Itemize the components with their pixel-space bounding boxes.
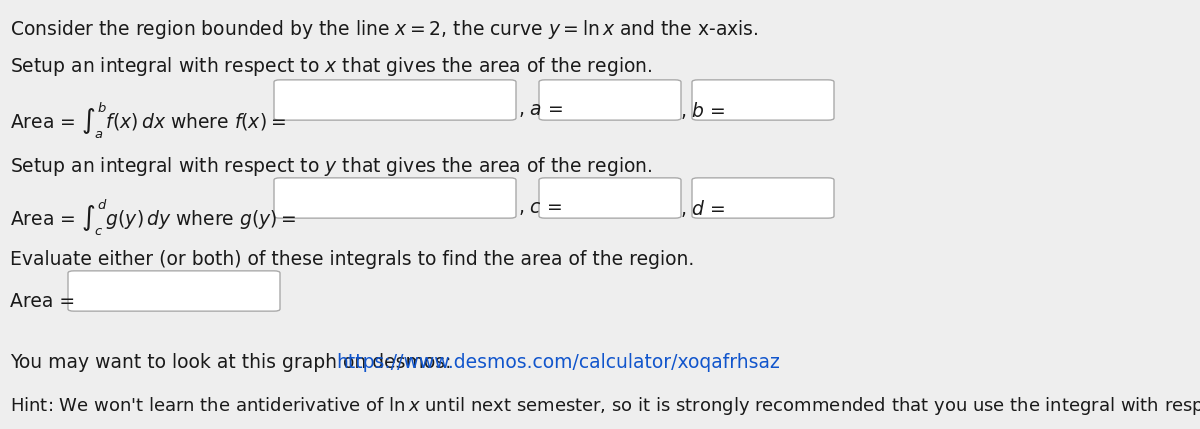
Text: Setup an integral with respect to $y$ that gives the area of the region.: Setup an integral with respect to $y$ th… bbox=[10, 155, 653, 178]
Text: , $c$ =: , $c$ = bbox=[518, 198, 562, 217]
Text: Area = $\int_a^b f(x)\, dx$ where $f(x)=$: Area = $\int_a^b f(x)\, dx$ where $f(x)=… bbox=[10, 100, 286, 141]
Text: You may want to look at this graph on desmos:: You may want to look at this graph on de… bbox=[10, 353, 457, 372]
Text: Evaluate either (or both) of these integrals to find the area of the region.: Evaluate either (or both) of these integ… bbox=[10, 250, 695, 269]
Text: https://www.desmos.com/calculator/xoqafrhsaz: https://www.desmos.com/calculator/xoqafr… bbox=[336, 353, 780, 372]
Text: Hint: We won't learn the antiderivative of $\ln x$ until next semester, so it is: Hint: We won't learn the antiderivative … bbox=[10, 395, 1200, 417]
Text: , $d$ =: , $d$ = bbox=[680, 198, 726, 219]
Text: , $a$ =: , $a$ = bbox=[518, 100, 563, 119]
Text: , $b$ =: , $b$ = bbox=[680, 100, 726, 121]
Text: Area =: Area = bbox=[10, 292, 76, 311]
Text: Consider the region bounded by the line $x = 2$, the curve $y = \ln x$ and the x: Consider the region bounded by the line … bbox=[10, 18, 758, 41]
Text: Area = $\int_c^d g(y)\, dy$ where $g(y)=$: Area = $\int_c^d g(y)\, dy$ where $g(y)=… bbox=[10, 198, 296, 239]
Text: Setup an integral with respect to $x$ that gives the area of the region.: Setup an integral with respect to $x$ th… bbox=[10, 55, 653, 78]
